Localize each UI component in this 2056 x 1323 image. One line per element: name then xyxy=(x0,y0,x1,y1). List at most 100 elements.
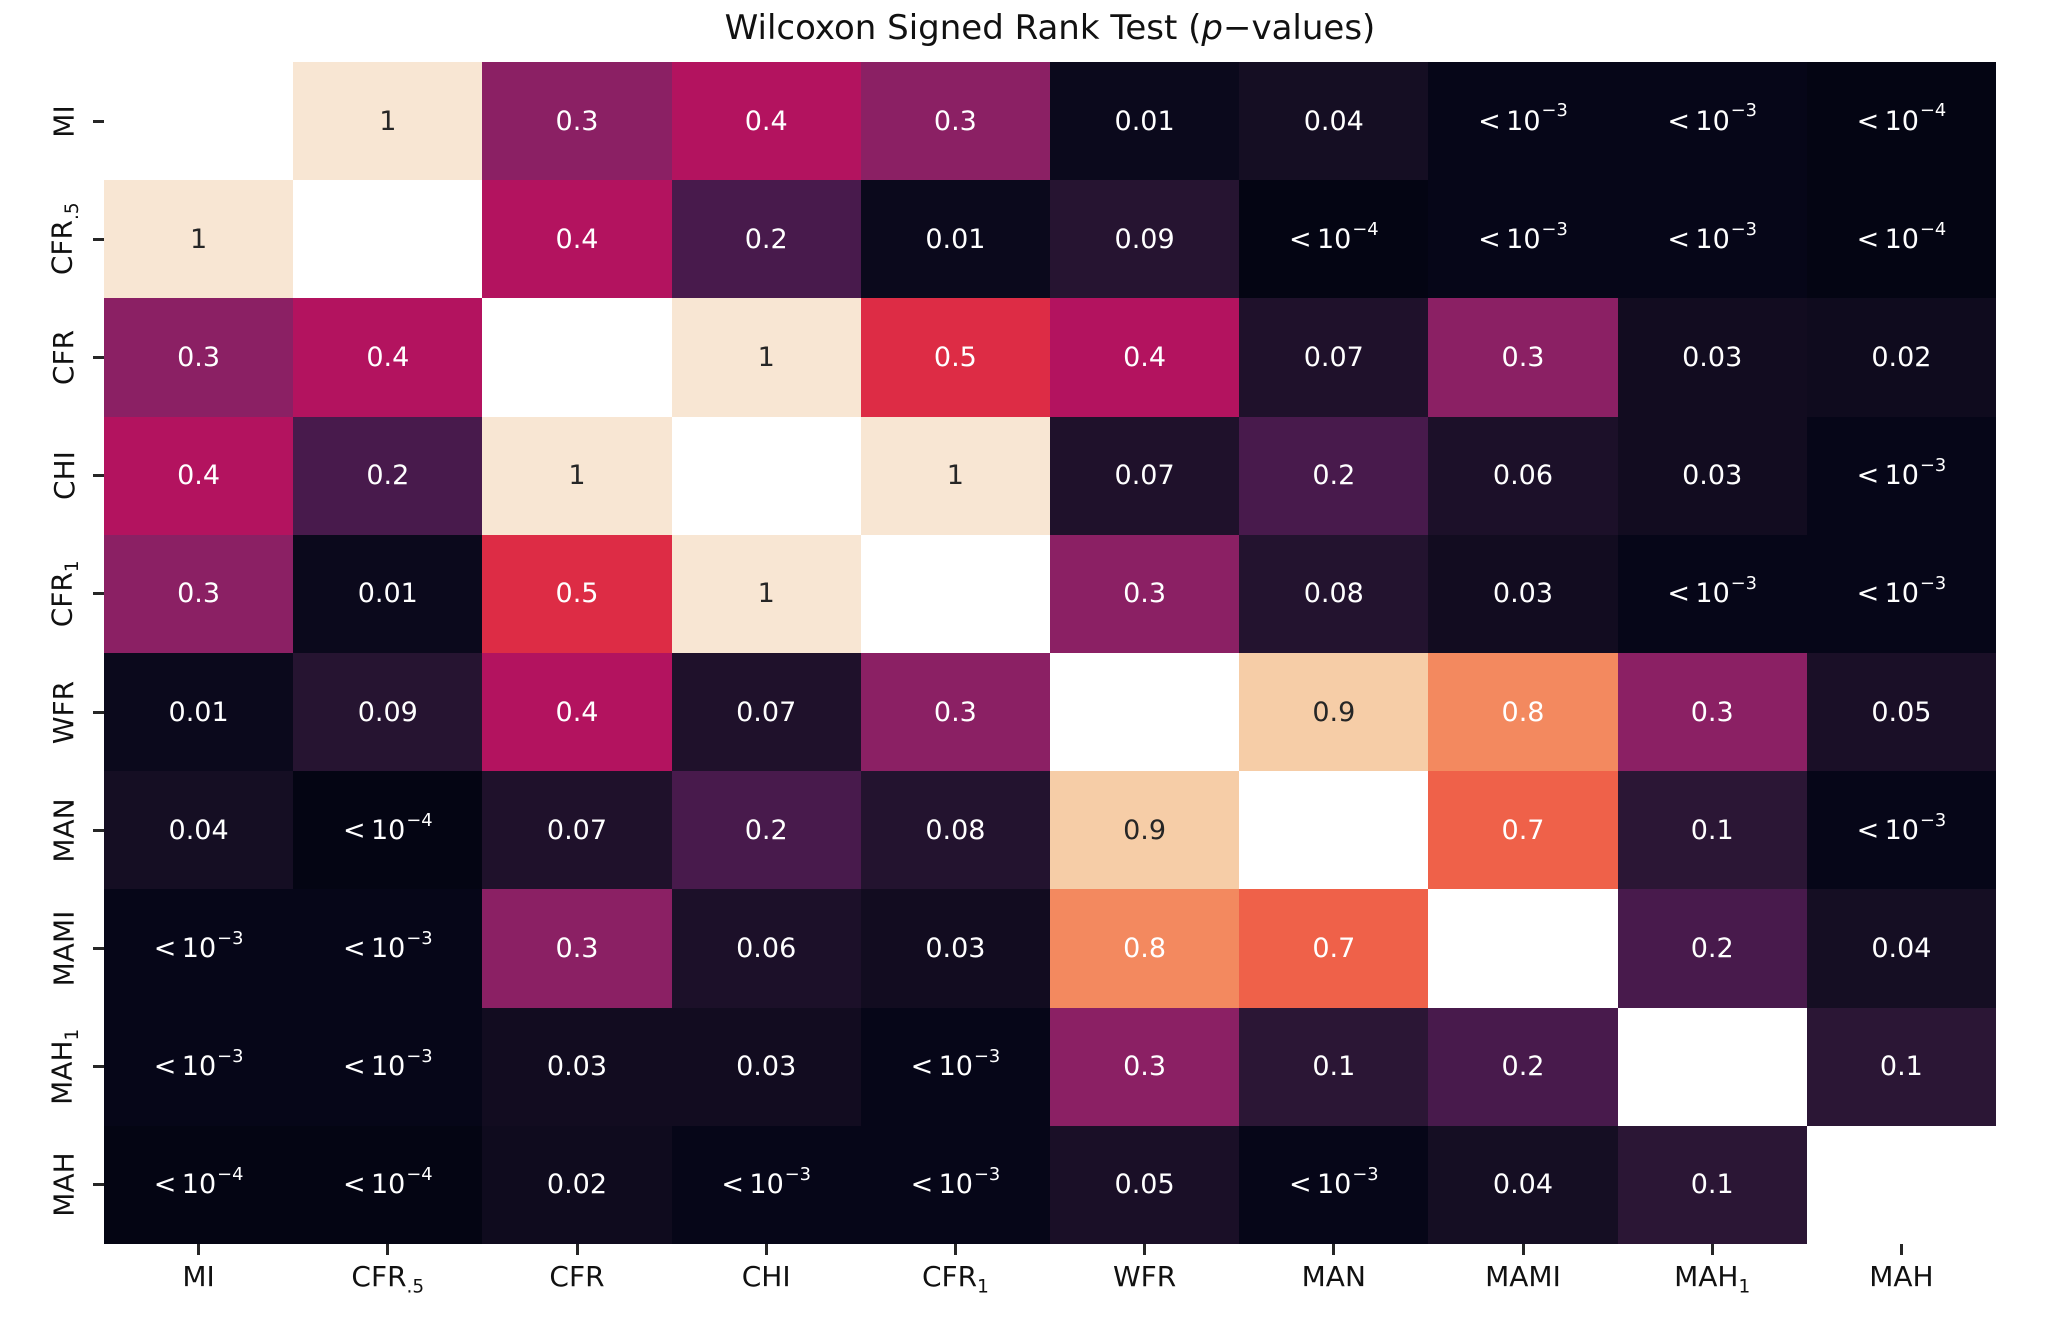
heatmap-grid: 1 0.3 0.4 0.3 0.01 0.04 < 10 −3 < 10 −3 < 10 −4 1 0.4… xyxy=(104,62,1996,1244)
heatmap-cell-CFR-MI: 0.3 xyxy=(104,298,294,417)
heatmap-cell-MAH1-CHI: 0.03 xyxy=(671,1007,861,1126)
heatmap-cell-MAH1-CFR5: < 10 −3 xyxy=(293,1007,483,1126)
heatmap-cell-WFR-MAN: 0.9 xyxy=(1239,652,1429,772)
y-tick-label-CFR1: CFR1 xyxy=(38,535,90,653)
heatmap-cell-WFR-MAMI: 0.8 xyxy=(1428,652,1618,772)
y-tick-mark xyxy=(93,1183,104,1187)
x-tick-mark xyxy=(197,1244,201,1255)
x-tick-label-MAH: MAH xyxy=(1869,1260,1934,1293)
y-tick-mark xyxy=(93,592,104,596)
x-tick-label-MI: MI xyxy=(182,1260,215,1293)
heatmap-cell-MAH-MAMI: 0.04 xyxy=(1428,1125,1618,1244)
y-tick-label-MAH1: MAH1 xyxy=(38,1008,90,1126)
heatmap-cell-MI-CFR1: 0.3 xyxy=(860,62,1050,181)
heatmap-cell-WFR-MAH: 0.05 xyxy=(1806,652,1996,772)
heatmap-cell-CHI-MI: 0.4 xyxy=(104,416,294,535)
heatmap-cell-MAN-CFR5: < 10 −4 xyxy=(293,771,483,890)
heatmap-cell-MI-CHI: 0.4 xyxy=(671,62,861,181)
y-tick-label-text: CFR xyxy=(47,329,81,386)
x-tick-mark xyxy=(1899,1244,1903,1255)
heatmap-cell-MAMI-MAH: 0.04 xyxy=(1806,889,1996,1008)
heatmap-cell-CHI-CHI xyxy=(671,416,861,535)
heatmap-cell-MAN-WFR: 0.9 xyxy=(1049,771,1240,890)
heatmap-cell-MAH-CFR1: < 10 −3 xyxy=(860,1125,1050,1244)
y-tick-label-text: MAH1 xyxy=(45,1028,83,1105)
heatmap-cell-WFR-CHI: 0.07 xyxy=(671,652,861,772)
heatmap-cell-MAH1-MAN: 0.1 xyxy=(1239,1007,1429,1126)
y-tick-label-text: MAH xyxy=(47,1152,81,1218)
y-tick-label-MAMI: MAMI xyxy=(38,889,90,1007)
x-tick-mark xyxy=(1710,1244,1714,1255)
x-tick-label-MAMI: MAMI xyxy=(1485,1260,1561,1293)
heatmap-cell-CFR-CFR1: 0.5 xyxy=(860,298,1050,417)
heatmap-cell-CFR-CFR5: 0.4 xyxy=(293,298,483,417)
heatmap-cell-MAH1-MAH: 0.1 xyxy=(1806,1007,1996,1126)
y-tick-label-text: MAN xyxy=(47,798,81,863)
y-tick-label-MI: MI xyxy=(38,62,90,180)
x-tick-mark xyxy=(1143,1244,1147,1255)
heatmap-cell-MI-MAH: < 10 −4 xyxy=(1806,62,1996,181)
heatmap-cell-CFR-MAH: 0.02 xyxy=(1806,298,1996,417)
heatmap-cell-CHI-MAH: < 10 −3 xyxy=(1806,416,1996,535)
heatmap-cell-MAN-MAN xyxy=(1239,771,1429,890)
heatmap-cell-MAMI-CFR5: < 10 −3 xyxy=(293,889,483,1008)
heatmap-cell-MAH-CFR: 0.02 xyxy=(482,1125,672,1244)
heatmap-cell-MAH-MAH xyxy=(1806,1125,1996,1244)
heatmap-cell-MAH-MAH1: 0.1 xyxy=(1617,1125,1807,1244)
heatmap-cell-MAN-MI: 0.04 xyxy=(104,771,294,890)
y-tick-mark xyxy=(93,119,104,123)
heatmap-cell-CFR1-WFR: 0.3 xyxy=(1049,534,1240,653)
heatmap-cell-CFR1-CFR5: 0.01 xyxy=(293,534,483,653)
heatmap-cell-MAMI-WFR: 0.8 xyxy=(1049,889,1240,1008)
x-tick-mark xyxy=(953,1244,957,1255)
y-tick-mark xyxy=(93,947,104,950)
heatmap-cell-MAMI-CFR: 0.3 xyxy=(482,889,672,1008)
chart-title: Wilcoxon Signed Rank Test (p−values) xyxy=(104,8,1996,48)
heatmap-cell-CHI-CFR1: 1 xyxy=(860,416,1050,535)
y-tick-label-MAN: MAN xyxy=(38,771,90,889)
y-tick-label-CFR: CFR xyxy=(38,298,90,416)
heatmap-cell-MAH-CHI: < 10 −3 xyxy=(671,1125,861,1244)
heatmap-cell-MI-CFR: 0.3 xyxy=(482,62,672,181)
heatmap-cell-CFR-CFR xyxy=(482,298,672,417)
heatmap-cell-MI-WFR: 0.01 xyxy=(1049,62,1240,181)
heatmap-cell-CFR5-MI: 1 xyxy=(104,180,294,299)
heatmap-cell-CFR5-CFR5 xyxy=(293,180,483,299)
heatmap-cell-CHI-CFR: 1 xyxy=(482,416,672,535)
heatmap-cell-CFR5-MAN: < 10 −4 xyxy=(1239,180,1429,299)
heatmap-cell-MAMI-MI: < 10 −3 xyxy=(104,889,294,1008)
heatmap-cell-CHI-CFR5: 0.2 xyxy=(293,416,483,535)
heatmap-cell-MAMI-CHI: 0.06 xyxy=(671,889,861,1008)
y-tick-label-text: CFR1 xyxy=(45,560,83,628)
y-tick-label-text: WFR xyxy=(47,680,81,744)
heatmap-cell-CFR1-CHI: 1 xyxy=(671,534,861,653)
heatmap-cell-CHI-WFR: 0.07 xyxy=(1049,416,1240,535)
chart-title-italic-p: p xyxy=(1201,8,1223,48)
heatmap-cell-WFR-MI: 0.01 xyxy=(104,652,294,772)
heatmap-cell-CFR5-MAH1: < 10 −3 xyxy=(1617,180,1807,299)
x-tick-label-CFR5: CFR.5 xyxy=(351,1260,425,1298)
heatmap-cell-MAH1-MAMI: 0.2 xyxy=(1428,1007,1618,1126)
heatmap-cell-MI-MAH1: < 10 −3 xyxy=(1617,62,1807,181)
heatmap-cell-WFR-CFR1: 0.3 xyxy=(860,652,1050,772)
x-tick-mark xyxy=(1521,1244,1525,1255)
heatmap-cell-CFR1-MAMI: 0.03 xyxy=(1428,534,1618,653)
heatmap-cell-CHI-MAN: 0.2 xyxy=(1239,416,1429,535)
heatmap-cell-MI-MAMI: < 10 −3 xyxy=(1428,62,1618,181)
heatmap-cell-CFR5-CHI: 0.2 xyxy=(671,180,861,299)
x-tick-mark xyxy=(575,1244,579,1255)
heatmap-cell-MAH1-CFR1: < 10 −3 xyxy=(860,1007,1050,1126)
heatmap-cell-MAN-MAMI: 0.7 xyxy=(1428,771,1618,890)
x-tick-mark xyxy=(386,1244,390,1255)
heatmap-cell-MAMI-MAN: 0.7 xyxy=(1239,889,1429,1008)
heatmap-cell-CFR1-MAH1: < 10 −3 xyxy=(1617,534,1807,653)
heatmap-cell-WFR-CFR: 0.4 xyxy=(482,652,672,772)
y-tick-mark xyxy=(93,474,104,478)
heatmap-cell-MAN-MAH1: 0.1 xyxy=(1617,771,1807,890)
x-tick-label-MAH1: MAH1 xyxy=(1674,1260,1751,1298)
y-tick-label-text: MAMI xyxy=(47,910,81,987)
heatmap-cell-WFR-CFR5: 0.09 xyxy=(293,652,483,772)
heatmap-cell-MAH1-MI: < 10 −3 xyxy=(104,1007,294,1126)
y-tick-mark xyxy=(93,828,104,832)
